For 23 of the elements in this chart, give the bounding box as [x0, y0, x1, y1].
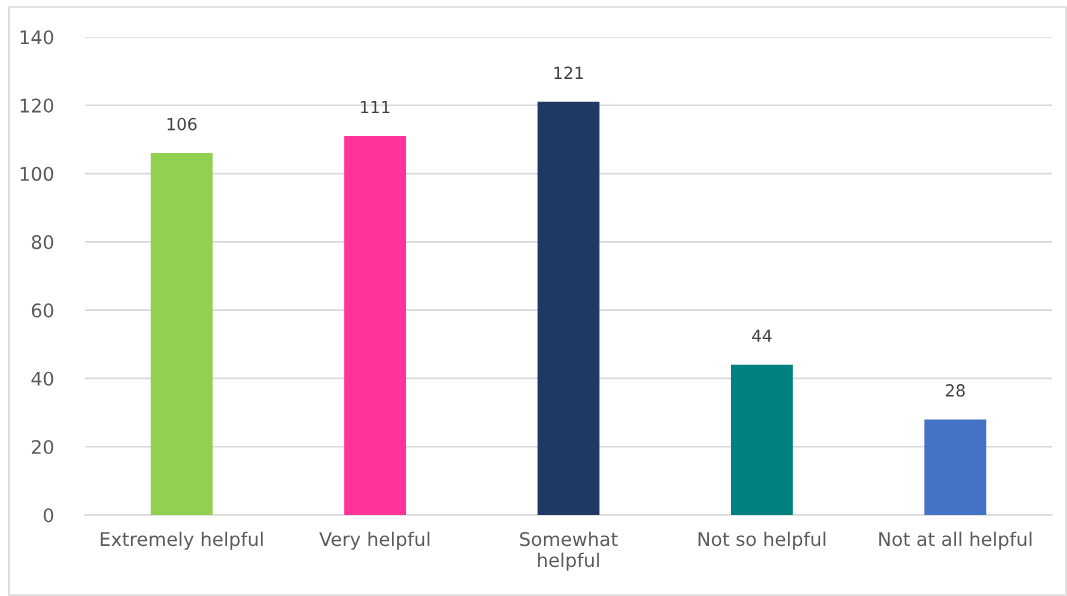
data-label: 44	[752, 329, 772, 342]
y-tick-label: 20	[31, 439, 54, 455]
data-label: 111	[361, 100, 390, 114]
y-tick-label: 100	[20, 166, 54, 181]
y-tick-label: 140	[20, 30, 54, 45]
y-tick-label: 80	[31, 235, 54, 250]
bar	[924, 419, 987, 515]
y-tick-label: 60	[31, 303, 54, 318]
y-tick-label: 0	[43, 508, 54, 523]
bar	[537, 101, 600, 515]
data-label: 121	[554, 66, 583, 79]
x-tick-label: Not at all helpful	[879, 531, 1032, 550]
x-tick-label: Extremely helpful	[100, 531, 263, 550]
x-tick-label: Very helpful	[319, 531, 430, 550]
y-tick-label: 120	[20, 98, 54, 113]
data-label: 106	[167, 117, 197, 131]
bar	[344, 136, 407, 515]
bar	[150, 153, 213, 515]
data-label: 28	[945, 384, 965, 397]
x-tick-label: Somewhat helpful	[520, 531, 618, 571]
x-tick-label: Not so helpful	[698, 531, 826, 550]
y-tick-label: 40	[31, 371, 54, 386]
bar	[730, 364, 793, 515]
